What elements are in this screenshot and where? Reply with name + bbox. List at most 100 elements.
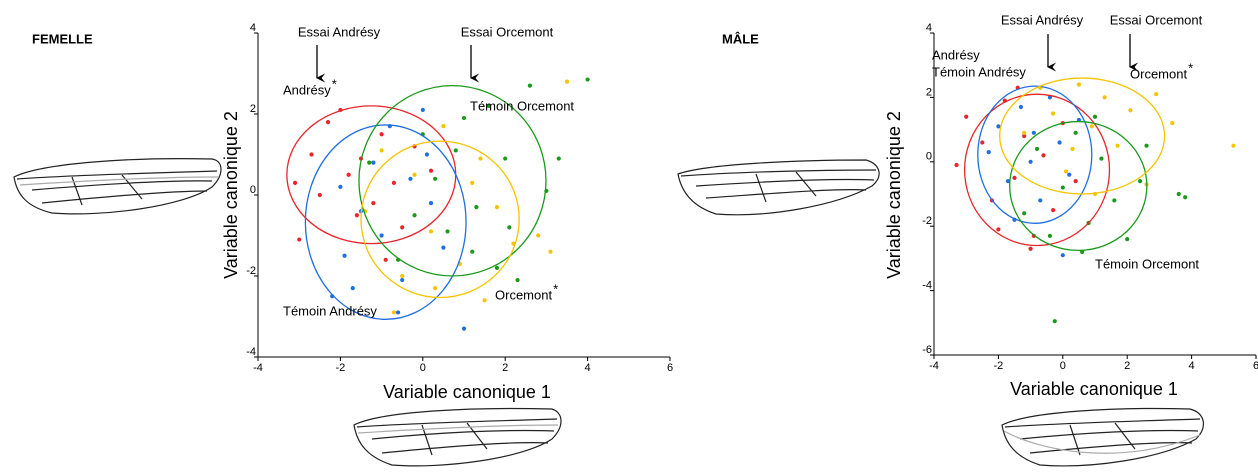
point bbox=[412, 213, 417, 218]
point bbox=[1028, 159, 1033, 164]
point bbox=[379, 148, 384, 153]
point bbox=[1028, 246, 1033, 251]
point bbox=[354, 213, 359, 218]
point bbox=[1128, 108, 1133, 113]
point bbox=[470, 180, 475, 185]
significance-mark: * bbox=[1188, 60, 1193, 75]
point bbox=[507, 225, 512, 230]
point bbox=[391, 180, 397, 185]
point bbox=[1070, 146, 1075, 152]
x-tick-label: 4 bbox=[1189, 360, 1195, 372]
y-tick-label: 2 bbox=[250, 103, 256, 115]
point bbox=[428, 229, 434, 234]
annotation: Essai Andrésy bbox=[298, 24, 381, 39]
legend-label: Témoin Andrésy bbox=[283, 303, 377, 318]
point bbox=[1112, 198, 1117, 203]
point bbox=[1102, 95, 1107, 100]
confidence-ellipse bbox=[977, 85, 1093, 224]
point bbox=[1047, 233, 1053, 238]
legend-label: Andrésy bbox=[283, 82, 331, 97]
x-tick-label: -2 bbox=[994, 360, 1004, 372]
point bbox=[1051, 208, 1056, 213]
point bbox=[1231, 143, 1236, 148]
x-tick-label: 4 bbox=[585, 362, 591, 374]
point bbox=[412, 172, 417, 177]
annotation: Essai Orcemont bbox=[461, 24, 554, 39]
y-tick-label: -6 bbox=[922, 344, 932, 356]
x-tick-label: 2 bbox=[1124, 360, 1130, 372]
point bbox=[441, 124, 446, 129]
y-tick-label: 0 bbox=[250, 184, 256, 196]
point bbox=[346, 172, 351, 177]
point bbox=[367, 160, 372, 165]
y-tick-label: -4 bbox=[246, 346, 256, 358]
legend-label: Témoin Orcemont bbox=[470, 98, 574, 113]
point bbox=[564, 79, 570, 84]
point bbox=[350, 286, 355, 291]
point bbox=[1183, 195, 1188, 200]
point bbox=[400, 277, 405, 283]
point bbox=[1057, 140, 1062, 145]
point bbox=[1092, 114, 1098, 119]
legend-label: Témoin Orcemont bbox=[1095, 256, 1199, 271]
point bbox=[379, 132, 384, 137]
point bbox=[420, 107, 425, 113]
point bbox=[585, 77, 590, 82]
point bbox=[1176, 191, 1181, 197]
confidence-ellipse bbox=[1009, 120, 1148, 251]
annotation: Essai Orcemont bbox=[1110, 12, 1203, 27]
point bbox=[1137, 179, 1143, 184]
point bbox=[453, 148, 458, 153]
point bbox=[391, 310, 397, 315]
y-axis-label: Variable canonique 2 bbox=[221, 111, 241, 279]
point bbox=[1022, 211, 1027, 216]
point bbox=[503, 156, 508, 161]
significance-mark: * bbox=[332, 76, 337, 91]
point bbox=[342, 253, 347, 258]
point bbox=[1018, 104, 1024, 110]
point bbox=[954, 162, 959, 168]
point bbox=[494, 265, 500, 270]
confidence-ellipse bbox=[963, 93, 1111, 247]
point bbox=[408, 176, 413, 181]
point bbox=[1041, 153, 1046, 158]
point bbox=[1051, 111, 1056, 116]
point bbox=[317, 192, 322, 198]
confidence-ellipse bbox=[999, 77, 1166, 195]
point bbox=[1034, 146, 1040, 152]
point bbox=[445, 229, 450, 234]
point bbox=[1012, 175, 1017, 180]
point bbox=[424, 152, 430, 157]
x-tick-label: -4 bbox=[929, 360, 939, 372]
legend-label: Orcemont bbox=[495, 287, 552, 302]
point bbox=[1154, 92, 1159, 97]
point bbox=[428, 201, 434, 206]
x-tick-label: -2 bbox=[336, 362, 346, 374]
point bbox=[1076, 82, 1081, 87]
x-tick-label: 0 bbox=[1060, 360, 1066, 372]
chart-title: FEMELLE bbox=[32, 31, 93, 46]
point bbox=[371, 201, 376, 206]
legend-label: Orcemont bbox=[1130, 66, 1187, 81]
wing-bottom-left bbox=[353, 407, 562, 467]
y-tick-label: -2 bbox=[246, 265, 256, 277]
x-tick-label: -4 bbox=[253, 362, 263, 374]
x-tick-label: 6 bbox=[1253, 360, 1258, 372]
chart-title: MÂLE bbox=[722, 31, 759, 46]
point bbox=[1031, 130, 1036, 135]
point bbox=[1022, 133, 1027, 139]
wing-bottom-right bbox=[1001, 407, 1204, 467]
y-tick-label: 0 bbox=[926, 151, 932, 163]
significance-mark: * bbox=[553, 281, 558, 296]
point bbox=[1073, 130, 1078, 135]
point bbox=[1089, 124, 1094, 129]
point bbox=[1073, 179, 1078, 184]
point bbox=[400, 273, 405, 279]
y-axis-label: Variable canonique 2 bbox=[884, 111, 904, 279]
point bbox=[1060, 253, 1065, 258]
point bbox=[292, 180, 298, 185]
point bbox=[1099, 156, 1104, 161]
x-tick-label: 2 bbox=[502, 362, 508, 374]
point bbox=[1052, 319, 1057, 324]
